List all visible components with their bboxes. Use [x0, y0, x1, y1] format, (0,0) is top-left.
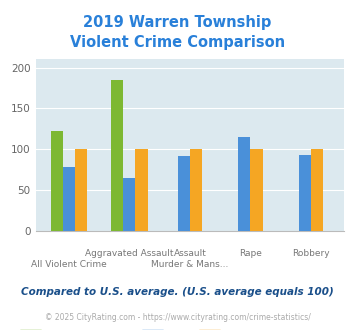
Text: Murder & Mans...: Murder & Mans...: [151, 260, 229, 269]
Bar: [178, 156, 190, 231]
Text: All Violent Crime: All Violent Crime: [31, 260, 107, 269]
Bar: [51, 131, 63, 231]
Text: Compared to U.S. average. (U.S. average equals 100): Compared to U.S. average. (U.S. average …: [21, 287, 334, 297]
Text: Assault: Assault: [174, 249, 206, 258]
Bar: [251, 149, 263, 231]
Legend: Warren Township, Ohio, National: Warren Township, Ohio, National: [16, 325, 272, 330]
Bar: [75, 149, 87, 231]
Bar: [63, 167, 75, 231]
Bar: [299, 155, 311, 231]
Text: © 2025 CityRating.com - https://www.cityrating.com/crime-statistics/: © 2025 CityRating.com - https://www.city…: [45, 313, 310, 322]
Bar: [123, 178, 135, 231]
Bar: [135, 149, 148, 231]
Text: 2019 Warren Township
Violent Crime Comparison: 2019 Warren Township Violent Crime Compa…: [70, 15, 285, 50]
Bar: [111, 80, 123, 231]
Bar: [311, 149, 323, 231]
Text: Rape: Rape: [239, 249, 262, 258]
Bar: [190, 149, 202, 231]
Text: Aggravated Assault: Aggravated Assault: [85, 249, 174, 258]
Text: Robbery: Robbery: [292, 249, 330, 258]
Bar: [238, 137, 251, 231]
